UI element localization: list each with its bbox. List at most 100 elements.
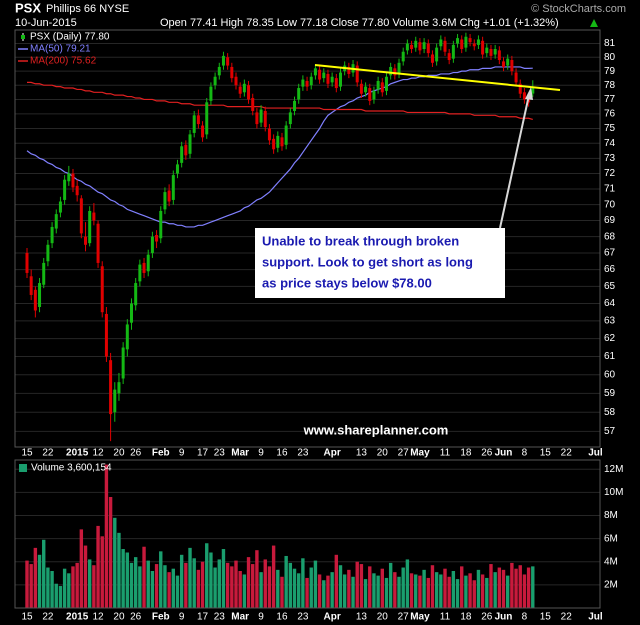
volume-bar [347,569,351,608]
candle-body [481,40,485,55]
volume-bar [297,573,301,608]
x-tick-label: 20 [113,448,125,459]
volume-bar [430,565,435,608]
volume-bar [363,579,368,608]
volume-bar [355,561,359,608]
candle-body [192,115,196,133]
candle-body [518,83,522,94]
candle-body [368,88,372,101]
x-tick-label: 26 [130,448,142,459]
volume-bar [514,568,518,608]
volume-bar [42,539,46,608]
x-tick-label: 8 [522,448,528,459]
x-tick-label: 26 [481,448,493,459]
volume-bar [62,568,67,608]
y-tick-label: 72 [604,168,616,179]
candle-body [355,65,359,83]
volume-bar [200,561,205,608]
candle-body [125,324,129,350]
legend-label: PSX (Daily) 77.80 [30,32,110,43]
x-tick-label: 18 [460,612,472,623]
x-tick-label: Mar [231,612,249,623]
candle-body [58,201,62,213]
volume-bar [342,574,347,608]
x-tick-label: 2015 [66,448,89,459]
volume-bar [460,566,464,608]
x-tick-label: 2015 [66,612,89,623]
candle-body [447,53,451,61]
x-tick-label: 18 [460,448,472,459]
candle-body [497,50,501,61]
watermark: www.shareplanner.com [303,422,449,437]
candle-body [159,210,163,239]
volume-bar [397,576,401,608]
candle-body [313,68,317,76]
legend-icon [19,464,27,472]
candle-body [468,38,472,43]
y-tick-label: 78 [604,80,616,91]
candle-body [422,42,426,50]
volume-bar [292,568,297,608]
volume-bar [522,574,527,608]
volume-bar [25,560,29,608]
x-tick-label: 15 [540,612,552,623]
candle-body [430,54,434,63]
y-tick-label: 4M [604,556,618,567]
candle-body [380,82,384,93]
x-tick-label: 13 [356,448,368,459]
x-tick-label: 8 [522,612,528,623]
volume-bar [317,574,322,608]
candle-body [63,179,67,200]
y-tick-label: 57 [604,426,616,437]
change-arrow [590,19,598,27]
x-tick-label: 26 [130,612,142,623]
volume-bar [79,529,84,608]
volume-bar [142,546,146,608]
volume-bar [359,564,364,608]
y-tick-label: 59 [604,388,616,399]
volume-bar [133,557,138,608]
candle-body [267,128,271,141]
volume-bar [368,566,372,608]
candle-body [134,283,138,306]
candle-body [476,39,480,45]
volume-bar [154,564,159,608]
candle-body [414,40,418,48]
candle-body [42,262,46,285]
candle-body [326,73,330,84]
candle-body [79,198,83,234]
volume-bar [455,579,460,608]
candle-body [309,76,313,86]
volume-bar [351,576,355,608]
candle-body [426,43,430,54]
volume-bar [376,575,380,608]
candle-body [121,347,125,379]
y-tick-label: 8M [604,510,618,521]
volume-bar [414,574,418,608]
candle-body [238,86,242,94]
x-tick-label: 22 [42,612,54,623]
volume-bar [108,497,113,608]
candle-body [456,38,460,44]
volume-bar [426,577,430,608]
candle-body [405,43,409,51]
candle-body [167,190,171,202]
volume-bar [301,558,305,608]
candle-body [276,135,280,148]
candle-body [288,112,292,125]
y-tick-label: 79 [604,66,616,77]
volume-bar [217,559,221,608]
candle-body [205,102,209,135]
candle-body [184,144,188,156]
candle-body [188,134,192,154]
x-tick-label: 9 [258,612,264,623]
volume-bar [184,562,188,608]
candle-body [397,62,401,74]
moving-average-line [27,81,533,120]
candle-body [146,254,150,272]
x-tick-label: 9 [179,448,185,459]
y-tick-label: 63 [604,316,616,327]
candle-body [217,66,221,76]
candle-body [334,78,338,89]
